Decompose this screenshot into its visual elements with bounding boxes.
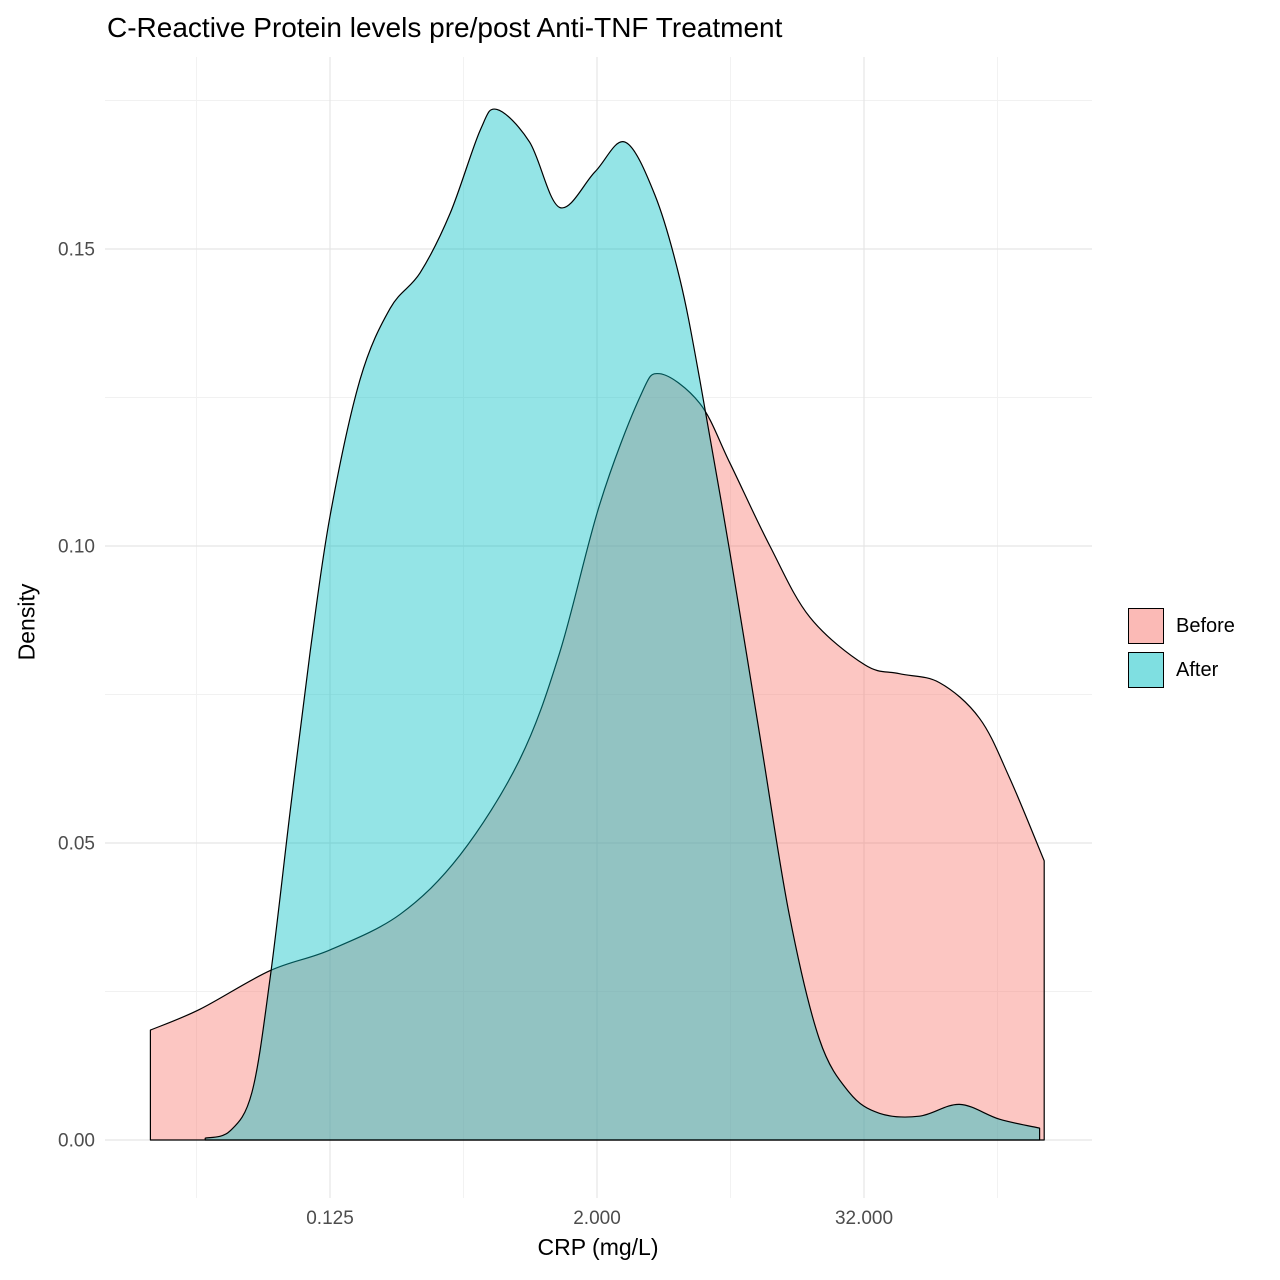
legend-entry-after: After xyxy=(1128,652,1235,688)
density-area-after xyxy=(204,108,1041,1141)
y-tick-label: 0.10 xyxy=(58,537,95,558)
y-axis-title: Density xyxy=(13,583,40,661)
chart-title: C-Reactive Protein levels pre/post Anti-… xyxy=(107,12,783,43)
y-tick-label: 0.05 xyxy=(58,834,95,855)
legend-label-before: Before xyxy=(1176,614,1235,637)
x-tick-label: 0.125 xyxy=(306,1208,354,1229)
x-axis-title: CRP (mg/L) xyxy=(537,1234,659,1260)
legend-label-after: After xyxy=(1176,658,1219,681)
x-tick-label: 32.000 xyxy=(835,1208,893,1229)
y-tick-label: 0.00 xyxy=(58,1131,95,1152)
legend-swatch-after xyxy=(1128,652,1164,688)
legend-entry-before: Before xyxy=(1128,608,1235,644)
density-area-before xyxy=(149,372,1045,1141)
y-tick-label: 0.15 xyxy=(58,240,95,261)
legend-swatch-before xyxy=(1128,608,1164,644)
x-tick-label: 2.000 xyxy=(573,1208,621,1229)
legend: Before After xyxy=(1128,608,1235,696)
